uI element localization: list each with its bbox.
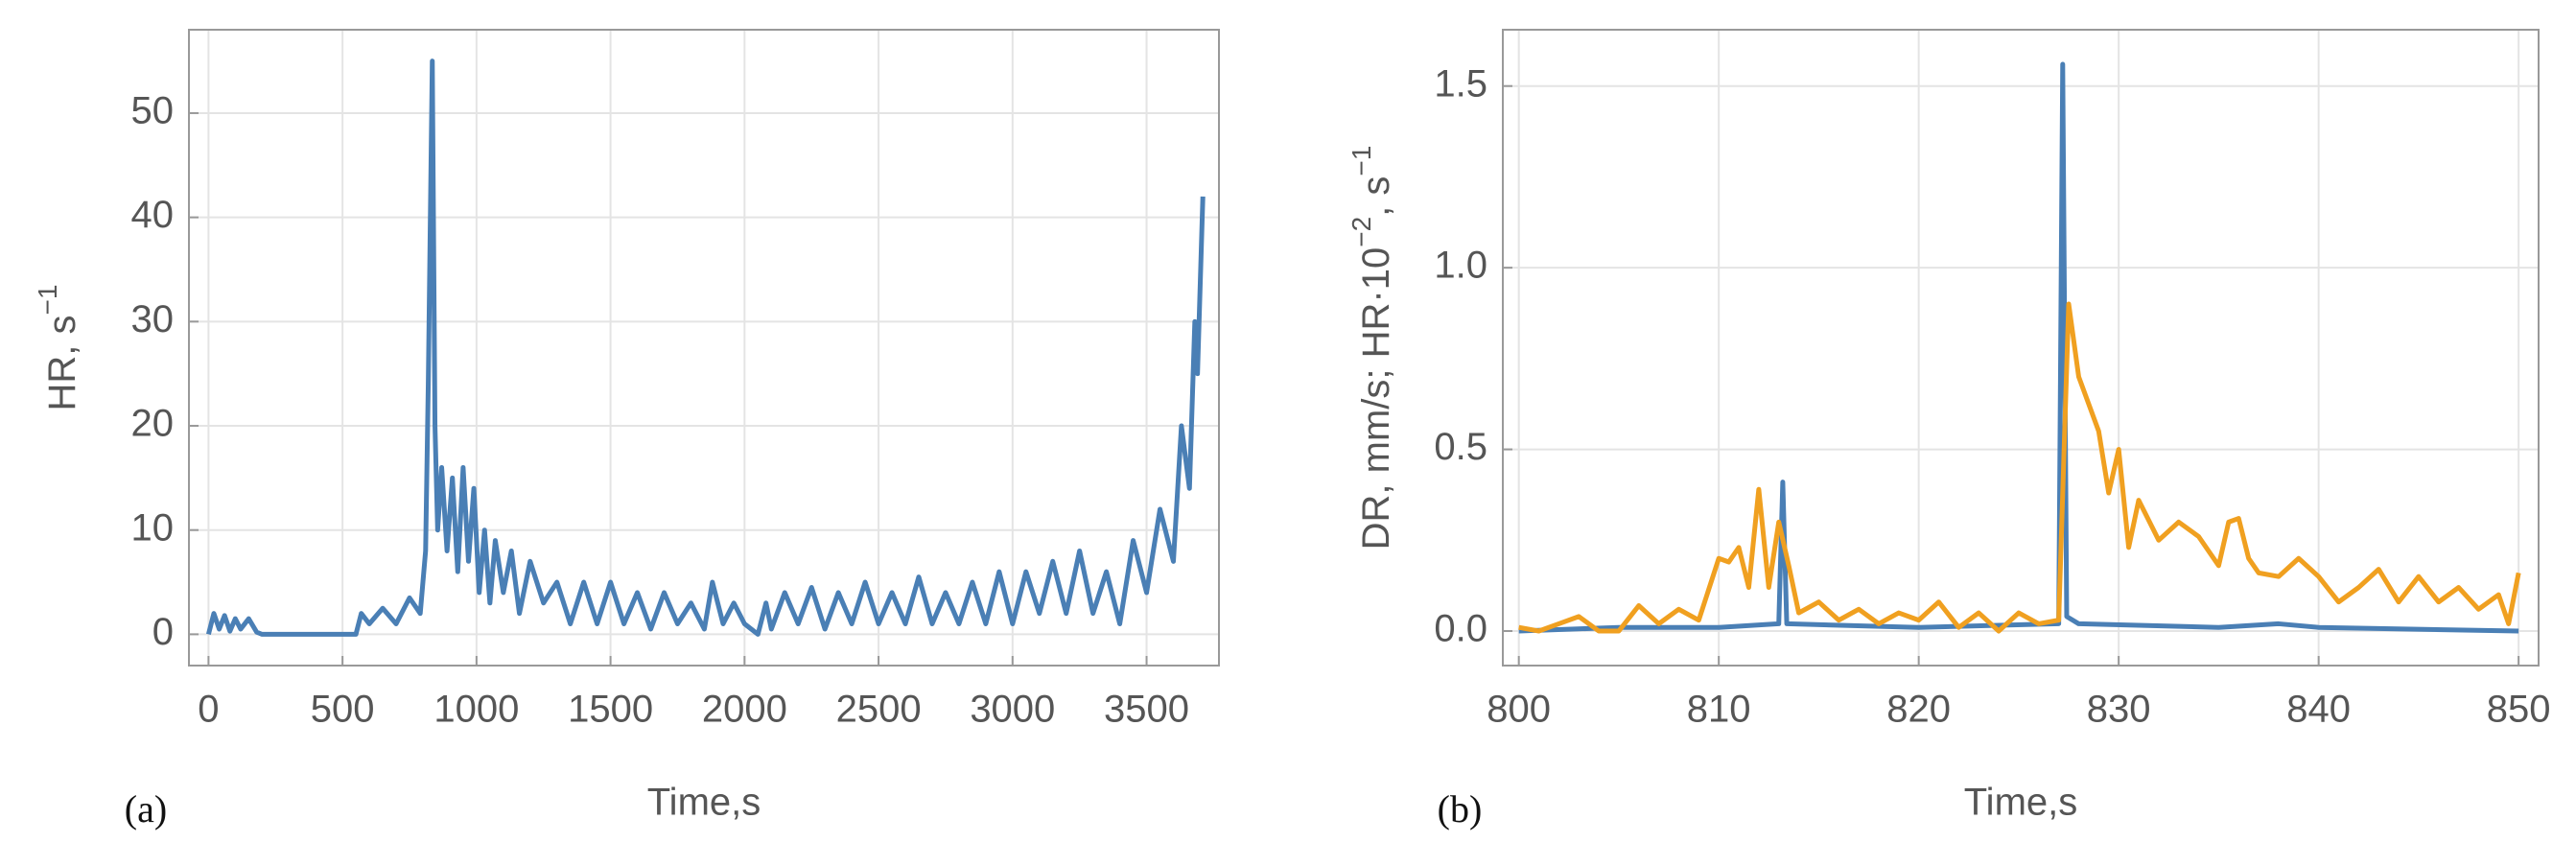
plot-frame (1502, 29, 2540, 667)
x-tick-label: 2000 (702, 689, 787, 731)
y-axis-label-part: DR, mm/s; HR·10 (1355, 247, 1397, 550)
y-tick-label: 30 (131, 298, 175, 340)
y-tick-label: 40 (131, 194, 175, 236)
y-axis-label: DR, mm/s; HR·10−2, s−1 (1347, 146, 1397, 550)
x-tick-label: 850 (2487, 689, 2551, 731)
x-tick-label: 840 (2286, 689, 2351, 731)
x-tick-label: 3500 (1104, 689, 1189, 731)
x-tick-label: 810 (1687, 689, 1751, 731)
x-axis-label: Time,s (1964, 782, 2078, 824)
x-tick-label: 820 (1886, 689, 1951, 731)
y-axis-label: HR, s−1 (33, 285, 83, 411)
panel-label: (a) (125, 787, 167, 831)
y-tick-label: 0.0 (1434, 608, 1487, 650)
y-axis-label-part: −1 (33, 285, 62, 316)
panel-label: (b) (1438, 787, 1483, 831)
y-tick-label: 1.5 (1434, 62, 1487, 105)
y-tick-label: 10 (131, 506, 175, 549)
y-axis-label-part: −2 (1347, 217, 1376, 247)
line-series (205, 59, 1206, 637)
y-tick-label: 20 (131, 403, 175, 445)
x-tick-label: 3000 (970, 689, 1055, 731)
x-tick-label: 1500 (568, 689, 653, 731)
line-series (1518, 61, 2519, 634)
x-tick-label: 1000 (433, 689, 519, 731)
x-tick-label: 500 (311, 689, 375, 731)
x-tick-label: 0 (198, 689, 219, 731)
y-tick-label: 0.5 (1434, 426, 1487, 468)
y-axis-label-part: , s (1355, 176, 1397, 217)
y-tick-label: 50 (131, 90, 175, 132)
plot-frame (188, 29, 1220, 667)
line-series (1518, 301, 2521, 634)
x-tick-label: 2500 (836, 689, 922, 731)
y-axis-label-part: HR, s (41, 315, 83, 410)
y-tick-label: 1.0 (1434, 245, 1487, 287)
x-tick-label: 830 (2087, 689, 2151, 731)
x-tick-label: 800 (1487, 689, 1551, 731)
y-axis-label-part: −1 (1347, 146, 1376, 176)
y-tick-label: 0 (152, 611, 174, 653)
x-axis-label: Time,s (647, 782, 761, 824)
